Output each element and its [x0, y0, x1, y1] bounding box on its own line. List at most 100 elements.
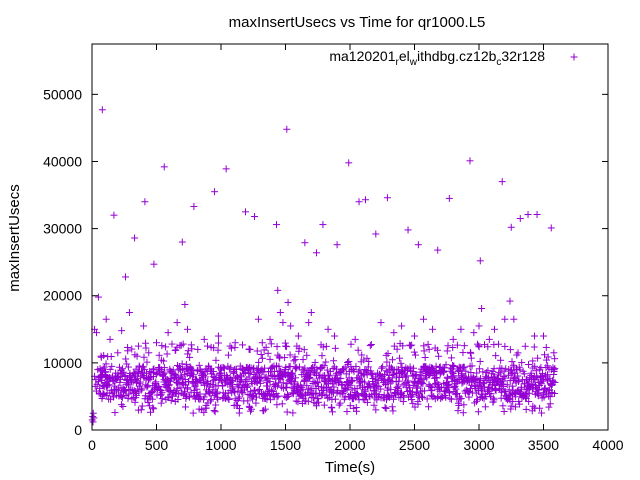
- data-point: [319, 343, 327, 351]
- data-point: [352, 363, 360, 371]
- data-point: [546, 400, 554, 408]
- data-point: [411, 403, 419, 411]
- data-point: [487, 390, 495, 398]
- data-point: [165, 381, 173, 389]
- data-point: [110, 393, 118, 401]
- data-point: [258, 339, 266, 347]
- data-point: [551, 378, 559, 386]
- x-tick-label: 1000: [205, 437, 236, 453]
- data-point: [155, 383, 163, 391]
- data-point: [260, 407, 268, 415]
- data-point: [460, 401, 468, 409]
- data-point: [476, 257, 484, 265]
- data-point: [533, 211, 541, 219]
- data-point: [299, 356, 307, 364]
- data-point: [420, 347, 428, 355]
- data-point: [106, 365, 114, 373]
- data-point: [125, 309, 133, 317]
- data-point: [174, 395, 182, 403]
- data-point: [550, 349, 558, 357]
- data-point: [449, 335, 457, 343]
- data-point: [157, 399, 165, 407]
- data-point: [266, 355, 274, 363]
- data-point: [158, 388, 166, 396]
- data-point: [477, 375, 485, 383]
- data-point: [543, 371, 551, 379]
- data-point: [118, 327, 126, 335]
- data-point: [382, 351, 390, 359]
- data-point: [331, 344, 339, 352]
- data-point: [94, 293, 102, 301]
- data-point: [353, 407, 361, 415]
- data-point: [450, 384, 458, 392]
- data-point: [189, 409, 197, 417]
- data-point: [266, 378, 274, 386]
- data-point: [284, 369, 292, 377]
- data-point: [143, 383, 151, 391]
- data-point: [137, 406, 145, 414]
- data-point: [236, 371, 244, 379]
- data-point: [143, 358, 151, 366]
- data-point: [142, 344, 150, 352]
- data-point: [285, 392, 293, 400]
- data-point: [283, 408, 291, 416]
- data-point: [384, 350, 392, 358]
- data-point: [345, 159, 353, 167]
- data-point: [322, 342, 330, 350]
- data-point: [178, 238, 186, 246]
- x-tick-label: 2500: [399, 437, 430, 453]
- data-point: [105, 381, 113, 389]
- data-point: [445, 382, 453, 390]
- data-point: [242, 208, 250, 216]
- data-point: [281, 354, 289, 362]
- data-point: [447, 354, 455, 362]
- data-point: [502, 365, 510, 373]
- data-point: [276, 309, 284, 317]
- data-point: [529, 357, 537, 365]
- data-point: [387, 386, 395, 394]
- data-point: [239, 341, 247, 349]
- data-point: [428, 387, 436, 395]
- y-tick-label: 0: [74, 422, 82, 438]
- data-point: [373, 396, 381, 404]
- data-point: [274, 392, 282, 400]
- data-point: [138, 367, 146, 375]
- data-point: [152, 378, 160, 386]
- x-tick-label: 500: [145, 437, 169, 453]
- data-point: [382, 404, 390, 412]
- data-point: [462, 367, 470, 375]
- data-point: [397, 359, 405, 367]
- data-point: [465, 393, 473, 401]
- data-point: [98, 376, 106, 384]
- data-point: [389, 369, 397, 377]
- data-point: [524, 211, 532, 219]
- data-point: [475, 343, 483, 351]
- data-point: [533, 374, 541, 382]
- data-point: [497, 356, 505, 364]
- data-point: [425, 345, 433, 353]
- data-point: [210, 407, 218, 415]
- data-point: [509, 398, 517, 406]
- data-point: [443, 347, 451, 355]
- data-point: [294, 398, 302, 406]
- data-point: [312, 249, 320, 257]
- data-point: [331, 332, 339, 340]
- data-point: [549, 378, 557, 386]
- data-point: [542, 364, 550, 372]
- data-point: [313, 365, 321, 373]
- data-point: [324, 394, 332, 402]
- data-point: [508, 382, 516, 390]
- data-point: [514, 372, 522, 380]
- data-point: [148, 395, 156, 403]
- data-point: [335, 379, 343, 387]
- data-point: [224, 362, 232, 370]
- legend-marker: [570, 53, 578, 61]
- data-point: [323, 366, 331, 374]
- data-point: [266, 335, 274, 343]
- data-point: [345, 357, 353, 365]
- data-point: [213, 388, 221, 396]
- data-point: [473, 369, 481, 377]
- data-point: [145, 374, 153, 382]
- data-point: [315, 398, 323, 406]
- data-point: [531, 362, 539, 370]
